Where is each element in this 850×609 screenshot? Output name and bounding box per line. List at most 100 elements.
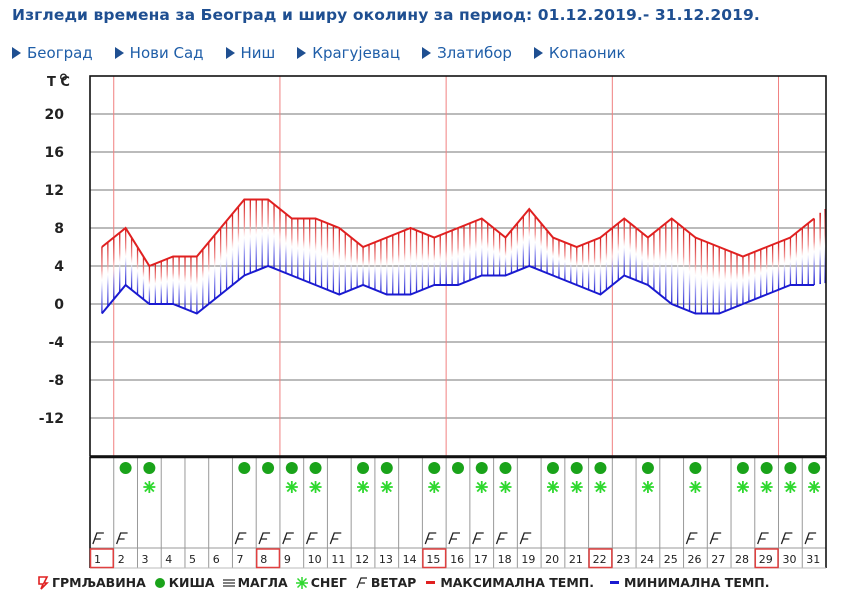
day-cell: 13 [379, 462, 393, 566]
wind-icon [92, 532, 104, 545]
day-cell: 2 [116, 462, 132, 566]
day-cell: 8 [255, 462, 281, 569]
nav-label: Београд [27, 44, 93, 62]
nav-link-nis[interactable]: Ниш [225, 44, 276, 62]
day-number: 14 [403, 553, 417, 566]
y-tick-label: 0 [54, 297, 64, 313]
y-tick-label: -12 [39, 411, 64, 427]
day-cell: 19 [519, 532, 535, 566]
wind-icon [472, 532, 484, 545]
legend-min-temp: МИНИМАЛНА ТЕМП. [609, 575, 770, 590]
legend-thunder: ГРМЉАВИНА [38, 575, 146, 590]
y-tick-label: 20 [45, 107, 65, 123]
week-start-marker [89, 548, 114, 569]
snow-icon [760, 481, 773, 493]
day-number: 15 [426, 553, 440, 566]
day-number: 27 [711, 553, 725, 566]
nav-label: Копаоник [548, 44, 626, 62]
day-cell: 25 [664, 553, 678, 566]
nav-link-kopaonik[interactable]: Копаоник [533, 44, 626, 62]
fog-icon [222, 578, 235, 587]
rain-icon [309, 462, 322, 474]
wind-icon [495, 532, 508, 545]
wind-icon [234, 532, 247, 545]
nav-label: Крагујевац [312, 44, 401, 62]
day-number: 18 [498, 553, 512, 566]
arrow-right-icon [533, 47, 543, 59]
week-start-marker [754, 548, 779, 569]
day-number: 5 [189, 553, 196, 566]
city-nav: Београд Нови Сад Ниш Крагујевац Златибор… [12, 44, 648, 62]
legend: ГРМЉАВИНА КИША МАГЛА СНЕГ ВЕТАР МАКСИМАЛ… [38, 575, 778, 590]
wind-icon [685, 532, 698, 545]
rain-icon [285, 462, 298, 474]
snow-icon [285, 481, 298, 493]
wind-icon [329, 532, 342, 545]
rain-icon [784, 462, 797, 474]
rain-icon [119, 462, 132, 474]
day-cell: 9 [282, 462, 298, 566]
snow-icon [570, 481, 583, 493]
wind-icon [305, 532, 318, 545]
day-cell: 1 [89, 532, 114, 569]
rain-icon [736, 462, 749, 474]
snow-icon [499, 481, 512, 493]
day-cell: 15 [422, 462, 447, 569]
day-number: 29 [759, 553, 773, 566]
day-cell: 29 [754, 462, 779, 569]
rain-icon [428, 462, 441, 474]
day-number: 8 [260, 553, 267, 566]
snow-icon [808, 481, 821, 493]
rain-icon [452, 462, 464, 474]
y-tick-label: 8 [54, 221, 64, 237]
wind-icon [709, 532, 722, 545]
legend-max-label: МАКСИМАЛНА ТЕМП. [440, 575, 594, 590]
rain-icon [238, 462, 251, 474]
day-number: 26 [688, 553, 702, 566]
day-cell: 3 [141, 462, 156, 566]
max-temp-swatch [426, 581, 436, 584]
snow-icon [428, 481, 441, 493]
legend-rain-label: КИША [168, 575, 215, 590]
snow-icon [309, 481, 322, 493]
rain-icon [689, 462, 702, 474]
day-cell: 24 [640, 462, 654, 566]
day-number: 16 [450, 553, 464, 566]
min-temp-swatch [609, 581, 619, 584]
rain-icon [499, 462, 512, 474]
nav-link-beograd[interactable]: Београд [12, 44, 93, 62]
snow-icon [641, 481, 654, 493]
wind-icon [519, 532, 532, 545]
y-axis-label: T C [47, 75, 70, 90]
day-cell: 6 [213, 553, 220, 566]
y-tick-label: 12 [45, 183, 64, 199]
snow-icon [546, 481, 559, 493]
snow-icon [736, 481, 749, 493]
legend-wind-label: ВЕТАР [370, 575, 417, 590]
day-number: 24 [640, 553, 654, 566]
nav-link-zlatibor[interactable]: Златибор [422, 44, 512, 62]
page-title: Изгледи времена за Београд и ширу околин… [12, 6, 760, 24]
rain-icon [143, 462, 156, 474]
snow-icon [784, 481, 797, 493]
nav-label: Ниш [240, 44, 276, 62]
wind-icon [282, 532, 294, 545]
week-start-marker [588, 548, 613, 569]
nav-link-kragujevac[interactable]: Крагујевац [297, 44, 400, 62]
wind-icon [448, 532, 460, 545]
day-number: 13 [379, 553, 393, 566]
day-cell: 28 [735, 462, 749, 566]
day-number: 2 [118, 553, 125, 566]
snow-icon [380, 481, 393, 493]
legend-fog-label: МАГЛА [237, 575, 288, 590]
rain-icon [154, 577, 165, 588]
day-cell: 16 [448, 462, 464, 566]
arrow-right-icon [225, 47, 235, 59]
day-cell: 20 [545, 462, 559, 566]
arrow-right-icon [12, 47, 21, 59]
nav-link-novi-sad[interactable]: Нови Сад [114, 44, 204, 62]
wind-icon [356, 576, 367, 588]
y-tick-label: 4 [54, 259, 64, 275]
temperature-range-hatching [101, 199, 826, 314]
